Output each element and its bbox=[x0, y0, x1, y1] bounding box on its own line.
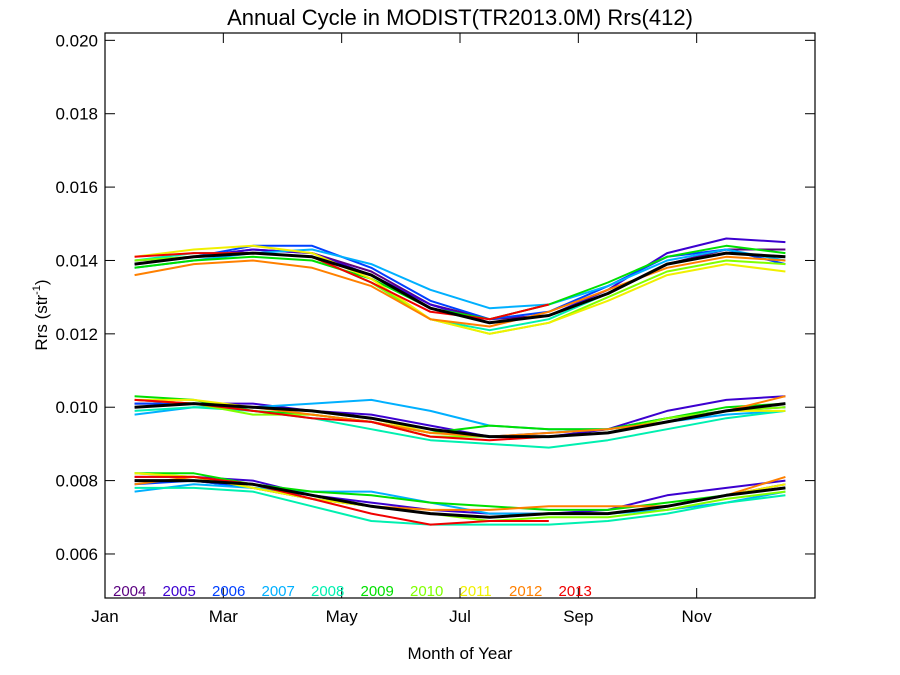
legend-item-2011: 2011 bbox=[460, 583, 492, 600]
series-line-2010-band-2 bbox=[134, 398, 786, 438]
x-tick-label: Jan bbox=[91, 607, 118, 626]
y-axis-label-superscript: -1 bbox=[31, 285, 43, 295]
y-tick-label: 0.018 bbox=[55, 105, 98, 124]
x-axis-label: Month of Year bbox=[408, 644, 513, 663]
x-tick-label: Mar bbox=[209, 607, 239, 626]
series-line-2013-band-1 bbox=[134, 252, 550, 321]
y-tick-label: 0.016 bbox=[55, 178, 98, 197]
series-lines bbox=[134, 237, 786, 526]
y-axis-label: Rrs (str-1) bbox=[31, 279, 51, 350]
y-axis: 0.006 0.008 0.010 0.012 0.014 0.016 0.018 0.020 bbox=[55, 31, 815, 564]
series-line-2008-band-3 bbox=[134, 486, 786, 526]
x-tick-label: Jul bbox=[449, 607, 471, 626]
y-axis-label-close: ) bbox=[32, 279, 51, 285]
legend-item-2009: 2009 bbox=[361, 583, 394, 600]
y-tick-label: 0.010 bbox=[55, 398, 98, 417]
y-axis-label-main: Rrs (str bbox=[32, 295, 51, 351]
series-line-2013-band-3 bbox=[134, 475, 549, 526]
chart-title: Annual Cycle in MODIST(TR2013.0M) Rrs(41… bbox=[227, 5, 693, 30]
series-line-2009-band-2 bbox=[134, 395, 786, 434]
y-tick-label: 0.006 bbox=[55, 545, 98, 564]
series-line-2009-band-1 bbox=[134, 244, 786, 321]
legend-item-2012: 2012 bbox=[509, 583, 542, 600]
legend-item-2004: 2004 bbox=[113, 583, 146, 600]
y-tick-label: 0.020 bbox=[55, 31, 98, 50]
legend-item-2008: 2008 bbox=[311, 583, 344, 600]
series-line-2005-band-3 bbox=[134, 475, 786, 515]
legend-item-2007: 2007 bbox=[262, 583, 295, 600]
legend-item-2010: 2010 bbox=[410, 583, 443, 600]
x-tick-label: May bbox=[326, 607, 359, 626]
legend: 2004 2005 2006 2007 2008 2009 2010 2011 2012 2013 bbox=[113, 583, 592, 600]
series-line-2010-band-1 bbox=[134, 252, 786, 335]
y-tick-label: 0.014 bbox=[55, 251, 98, 270]
x-axis: Jan Mar May Jul Sep Nov bbox=[91, 33, 712, 626]
series-line-2005-band-2 bbox=[134, 395, 786, 438]
x-tick-label: Sep bbox=[563, 607, 593, 626]
mean-line-band-3 bbox=[134, 479, 786, 519]
x-tick-label: Nov bbox=[682, 607, 713, 626]
mean-line-band-1 bbox=[134, 251, 786, 325]
series-line-2013-band-2 bbox=[134, 398, 549, 442]
mean-line-band-2 bbox=[134, 402, 786, 439]
y-tick-label: 0.008 bbox=[55, 472, 98, 491]
series-line-2012-band-1 bbox=[134, 255, 786, 328]
series-line-2008-band-2 bbox=[134, 406, 786, 449]
y-tick-label: 0.012 bbox=[55, 325, 98, 344]
legend-item-2005: 2005 bbox=[163, 583, 196, 600]
legend-item-2006: 2006 bbox=[212, 583, 245, 600]
series-line-2011-band-1 bbox=[134, 244, 786, 335]
legend-item-2013: 2013 bbox=[559, 583, 592, 600]
